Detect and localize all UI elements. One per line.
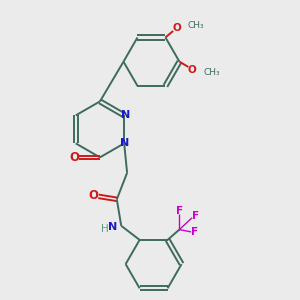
Text: CH₃: CH₃	[188, 21, 205, 30]
Text: O: O	[172, 23, 181, 33]
Text: CH₃: CH₃	[203, 68, 220, 77]
Text: O: O	[188, 65, 196, 75]
Text: F: F	[176, 206, 183, 216]
Text: O: O	[69, 151, 79, 164]
Text: N: N	[108, 222, 118, 232]
Text: N: N	[119, 138, 129, 148]
Text: F: F	[192, 211, 199, 221]
Text: N: N	[121, 110, 130, 120]
Text: F: F	[191, 227, 198, 237]
Text: H: H	[101, 224, 109, 234]
Text: O: O	[88, 189, 98, 202]
